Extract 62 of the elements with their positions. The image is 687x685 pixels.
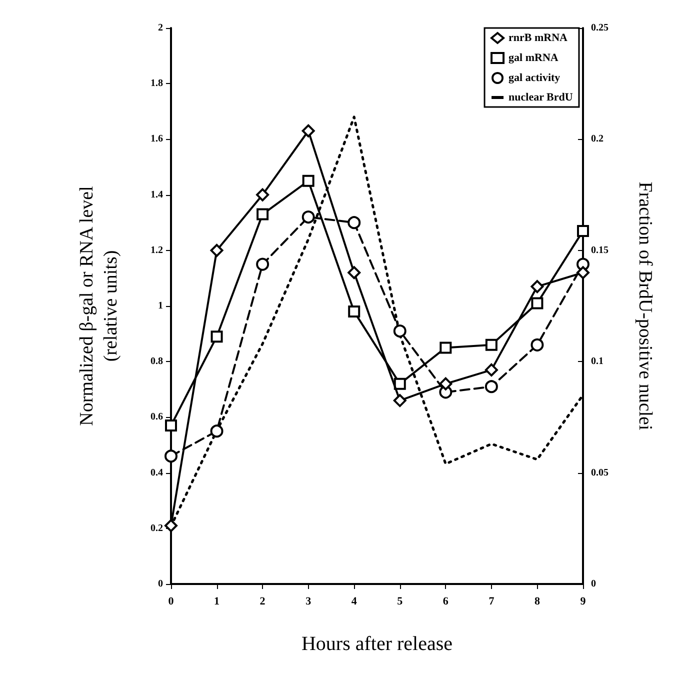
- x-axis-title: Hours after release: [301, 633, 453, 655]
- y-tick-label: 0.2: [150, 522, 163, 534]
- y2-axis-title: Fraction of BrdU-positive nuclei: [634, 182, 656, 430]
- point: [485, 338, 498, 351]
- point: [484, 363, 498, 376]
- y2-tick-label: 0.05: [591, 467, 608, 478]
- y-tick-label: 2: [158, 22, 163, 34]
- y2-tick-label: 0.1: [591, 356, 604, 368]
- y-axis-title: Normalized β-gal or RNA level (relative units): [76, 186, 122, 426]
- x-tick-label: 0: [168, 596, 174, 608]
- y-tick-label: 0.8: [150, 356, 163, 368]
- point: [256, 208, 269, 220]
- y2-tick-label: 0.2: [591, 134, 604, 145]
- point: [530, 280, 544, 294]
- y2-tick-label: 0.25: [591, 22, 608, 34]
- x-tick-label: 1: [214, 596, 220, 608]
- point: [484, 380, 498, 394]
- point: [302, 124, 315, 138]
- point: [348, 306, 360, 318]
- x-tick-label: 9: [580, 596, 586, 608]
- y-tick-label: 0.6: [150, 412, 163, 423]
- point: [210, 424, 224, 438]
- y-tick-label: 0: [158, 578, 163, 590]
- y2-tick-label: 0.15: [591, 244, 608, 256]
- x-tick-label: 3: [306, 596, 312, 608]
- point: [530, 338, 544, 352]
- x-tick-label: 8: [534, 596, 540, 608]
- point: [164, 450, 178, 463]
- x-tick-label: 2: [260, 596, 266, 608]
- legend-label: gal mRNA: [508, 52, 558, 64]
- y2-tick-label: 0: [591, 578, 596, 590]
- legend-label: gal activity: [508, 72, 561, 84]
- point: [256, 188, 270, 202]
- point: [577, 224, 589, 237]
- point: [348, 216, 361, 230]
- y-tick-label: 1.2: [150, 244, 163, 256]
- y-tick-label: 1.4: [150, 189, 163, 200]
- legend-label: rnrB mRNA: [508, 32, 568, 44]
- point: [302, 174, 314, 187]
- x-tick-label: 5: [397, 596, 404, 608]
- y-tick-label: 1.8: [150, 78, 163, 90]
- y-tick-label: 0.4: [150, 467, 163, 478]
- point: [302, 210, 315, 224]
- x-tick-label: 7: [488, 596, 495, 608]
- point: [165, 420, 177, 432]
- point: [394, 378, 406, 390]
- point: [210, 244, 224, 257]
- point: [531, 297, 544, 310]
- point: [210, 330, 223, 343]
- x-tick-label: 6: [442, 596, 449, 608]
- point: [164, 519, 178, 532]
- legend-label: nuclear BrdU: [508, 92, 573, 104]
- point: [576, 266, 590, 280]
- point: [440, 342, 452, 354]
- point: [348, 266, 361, 280]
- x-tick-label: 4: [351, 596, 358, 608]
- y-tick-label: 1.6: [150, 134, 163, 145]
- point: [439, 377, 452, 390]
- point: [393, 324, 406, 338]
- y-tick-label: 1: [158, 300, 163, 312]
- point: [256, 258, 270, 271]
- point: [393, 394, 406, 408]
